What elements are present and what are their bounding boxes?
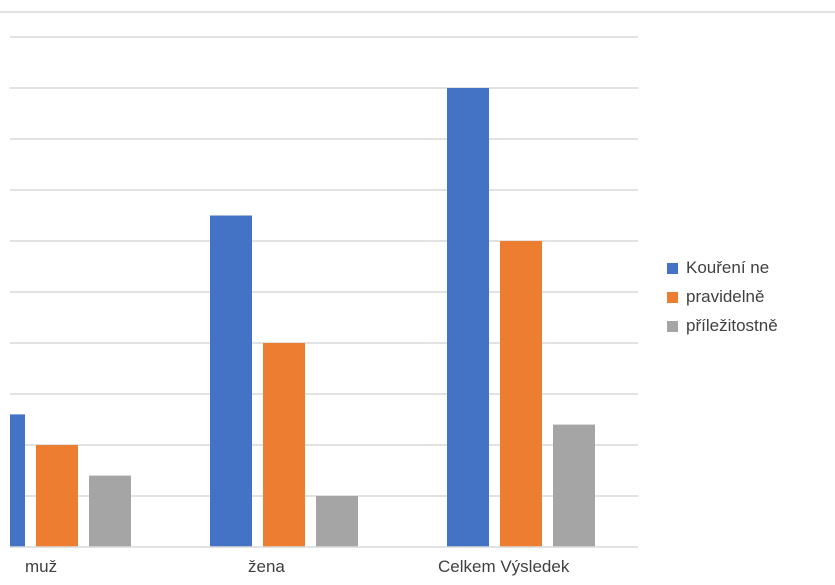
category-label: Celkem Výsledek	[438, 557, 570, 576]
category-label: žena	[248, 557, 285, 576]
legend: Kouření ne pravidelně příležitostně	[667, 256, 832, 343]
legend-swatch-gray	[667, 320, 678, 332]
bars	[10, 88, 595, 547]
bar-kouren-ne-1	[210, 215, 252, 547]
category-axis: muž žena Celkem Výsledek	[10, 546, 638, 576]
legend-swatch-orange	[667, 291, 678, 303]
legend-label: Kouření ne	[686, 258, 770, 277]
bar-kouren-ne-0	[10, 414, 25, 547]
bar-prilezitostne-1	[316, 496, 358, 547]
bar-kouren-ne-2	[447, 88, 489, 547]
legend-swatch-blue	[667, 262, 678, 274]
category-label: muž	[25, 557, 57, 576]
legend-label: pravidelně	[686, 287, 765, 306]
legend-item-pravidelne: pravidelně	[667, 285, 832, 309]
legend-item-kouren-ne: Kouření ne	[667, 256, 832, 280]
legend-item-prilezitostne: příležitostně	[667, 314, 832, 338]
bar-pravidelne-0	[36, 445, 78, 547]
bar-prilezitostne-2	[553, 424, 595, 547]
bar-pravidelne-2	[500, 241, 542, 547]
legend-label: příležitostně	[686, 316, 778, 335]
bar-pravidelne-1	[263, 343, 305, 547]
bar-prilezitostne-0	[89, 475, 131, 547]
gridlines	[10, 36, 638, 497]
